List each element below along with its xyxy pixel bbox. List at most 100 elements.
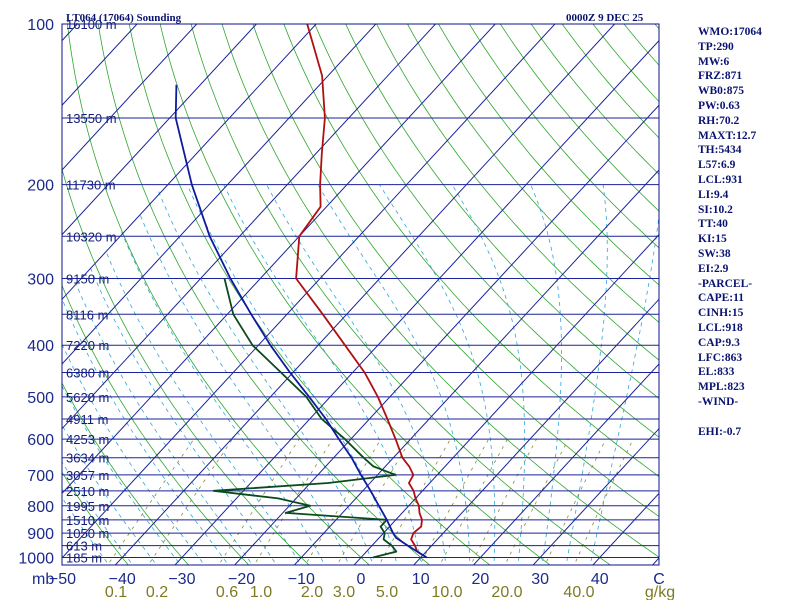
index-item: LCL:931 [698, 173, 743, 186]
isotherm-line [62, 24, 437, 430]
dewpoint-curve [212, 278, 398, 559]
index-item: -PARCEL- [698, 277, 753, 290]
isotherm-line [62, 24, 556, 559]
pressure-tick-label: 200 [27, 178, 54, 195]
moist-adiabat-line [62, 424, 158, 565]
index-item: EL:833 [698, 366, 735, 379]
mixing-ratio-line [218, 438, 300, 565]
sounding-time: 0000Z 9 DEC 25 [566, 12, 644, 24]
index-item: CAPE:11 [698, 292, 744, 305]
moist-adiabat-line [104, 249, 302, 565]
pressure-tick-label: 500 [27, 390, 54, 407]
pressure-tick-label: 600 [27, 432, 54, 449]
pressure-tick-label: 1000 [18, 551, 54, 568]
pressure-tick-label: 300 [27, 272, 54, 289]
isotherm-line [472, 363, 659, 565]
temperature-tick-label: −10 [288, 571, 315, 588]
moist-adiabat-line [62, 343, 205, 565]
height-label: 11730 m [66, 178, 116, 193]
dry-adiabats [62, 24, 659, 565]
height-label: 10320 m [66, 229, 117, 244]
index-item: SI:10.2 [698, 203, 733, 216]
dry-adiabat-line [283, 24, 659, 478]
height-label: 1995 m [66, 499, 109, 514]
isotherm-line [353, 233, 659, 565]
parcel-curve [174, 84, 428, 559]
index-item: KI:15 [698, 233, 727, 246]
moist-adiabat-line [186, 184, 398, 565]
index-item: CINH:15 [698, 307, 744, 320]
index-item: EI:2.9 [698, 262, 729, 275]
index-item: TH:5434 [698, 144, 742, 157]
mixing-ratio-tick-label: 10.0 [431, 584, 462, 600]
dry-adiabat-line [376, 24, 659, 361]
height-label: 4253 m [66, 432, 109, 447]
temperature-tick-label: 20 [472, 571, 490, 588]
isotherm-line [62, 24, 317, 301]
index-item: LCL:918 [698, 321, 743, 334]
mixing-ratio-tick-label: 1.0 [250, 584, 272, 600]
temperature-tick-label: −30 [168, 571, 195, 588]
moist-adiabat-line [451, 184, 526, 565]
dry-adiabat-line [314, 24, 659, 438]
indices-panel: WMO:17064 TP:290 MW:6 FRZ:871 WB0:875 PW:0.63… [698, 25, 798, 439]
dry-adiabat-line [159, 24, 551, 565]
dry-adiabat-line [221, 24, 659, 558]
pressure-tick-label: 100 [27, 17, 54, 34]
dry-adiabat-line [62, 284, 250, 565]
index-item: WMO:17064 [698, 26, 762, 38]
index-item: WB0:875 [698, 85, 744, 98]
mixing-ratio-line [336, 438, 412, 565]
index-item: CAP:9.3 [698, 336, 740, 349]
height-label: 2510 m [66, 484, 109, 499]
index-item: -WIND- [698, 395, 739, 408]
moist-adiabat-line [379, 184, 496, 565]
index-item: SW:38 [698, 247, 731, 260]
temperature-unit-label: C [653, 571, 665, 588]
height-label: 3634 m [66, 451, 109, 466]
dry-adiabat-line [62, 167, 310, 565]
height-label: 1510 m [66, 513, 109, 528]
height-label: 1050 m [66, 526, 109, 541]
mixing-ratio-line [304, 438, 382, 565]
index-item: MPL:823 [698, 381, 745, 394]
isotherm-line [413, 298, 659, 565]
sounding-curves [174, 24, 428, 559]
height-label: 185 m [66, 551, 102, 566]
isotherm-line [114, 24, 616, 565]
mixing-ratio-tick-label: 2.0 [301, 584, 323, 600]
mixing-ratio-line [504, 438, 569, 565]
temperature-tick-label: 0 [357, 571, 366, 588]
height-labels: 16100 m 13550 m 11730 m 10320 m 9150 m 8116 m… [66, 17, 117, 566]
index-item: PW:0.63 [698, 99, 740, 112]
height-label: 7220 m [66, 338, 109, 353]
station-title: LT064 (17064) Sounding [66, 12, 182, 24]
mixing-ratio-tick-label: 20.0 [491, 584, 522, 600]
temperature-tick-label: −50 [49, 571, 76, 588]
dry-adiabat-line [97, 24, 431, 565]
pressure-tick-label: 700 [27, 468, 54, 485]
moist-adiabat-line [565, 184, 608, 565]
index-item: LFC:863 [698, 351, 743, 364]
mb-unit-label: mb [32, 571, 54, 588]
index-item: LI:9.4 [698, 188, 729, 201]
index-item: L57:6.9 [698, 159, 736, 172]
moist-adiabat-line [317, 184, 471, 565]
dry-adiabat-line [252, 24, 659, 518]
moist-adiabat-line [157, 190, 374, 565]
dry-adiabat-line [407, 24, 659, 323]
dry-adiabat-line [345, 24, 659, 399]
temperature-curve [295, 24, 428, 559]
index-item: FRZ:871 [698, 70, 743, 83]
moist-adiabat-line [89, 266, 277, 565]
pressure-axis: 100 200 300 400 500 600 700 800 900 1000 [18, 17, 54, 568]
isotherm-line [62, 24, 258, 236]
height-label: 16100 m [66, 17, 117, 32]
mixing-ratio-tick-label: 5.0 [376, 584, 398, 600]
moist-adiabat-line [62, 297, 229, 565]
plot-frame [61, 23, 660, 566]
index-item: MAXT:12.7 [698, 129, 757, 142]
temperature-tick-label: 10 [412, 571, 430, 588]
index-item: MW:6 [698, 55, 730, 68]
